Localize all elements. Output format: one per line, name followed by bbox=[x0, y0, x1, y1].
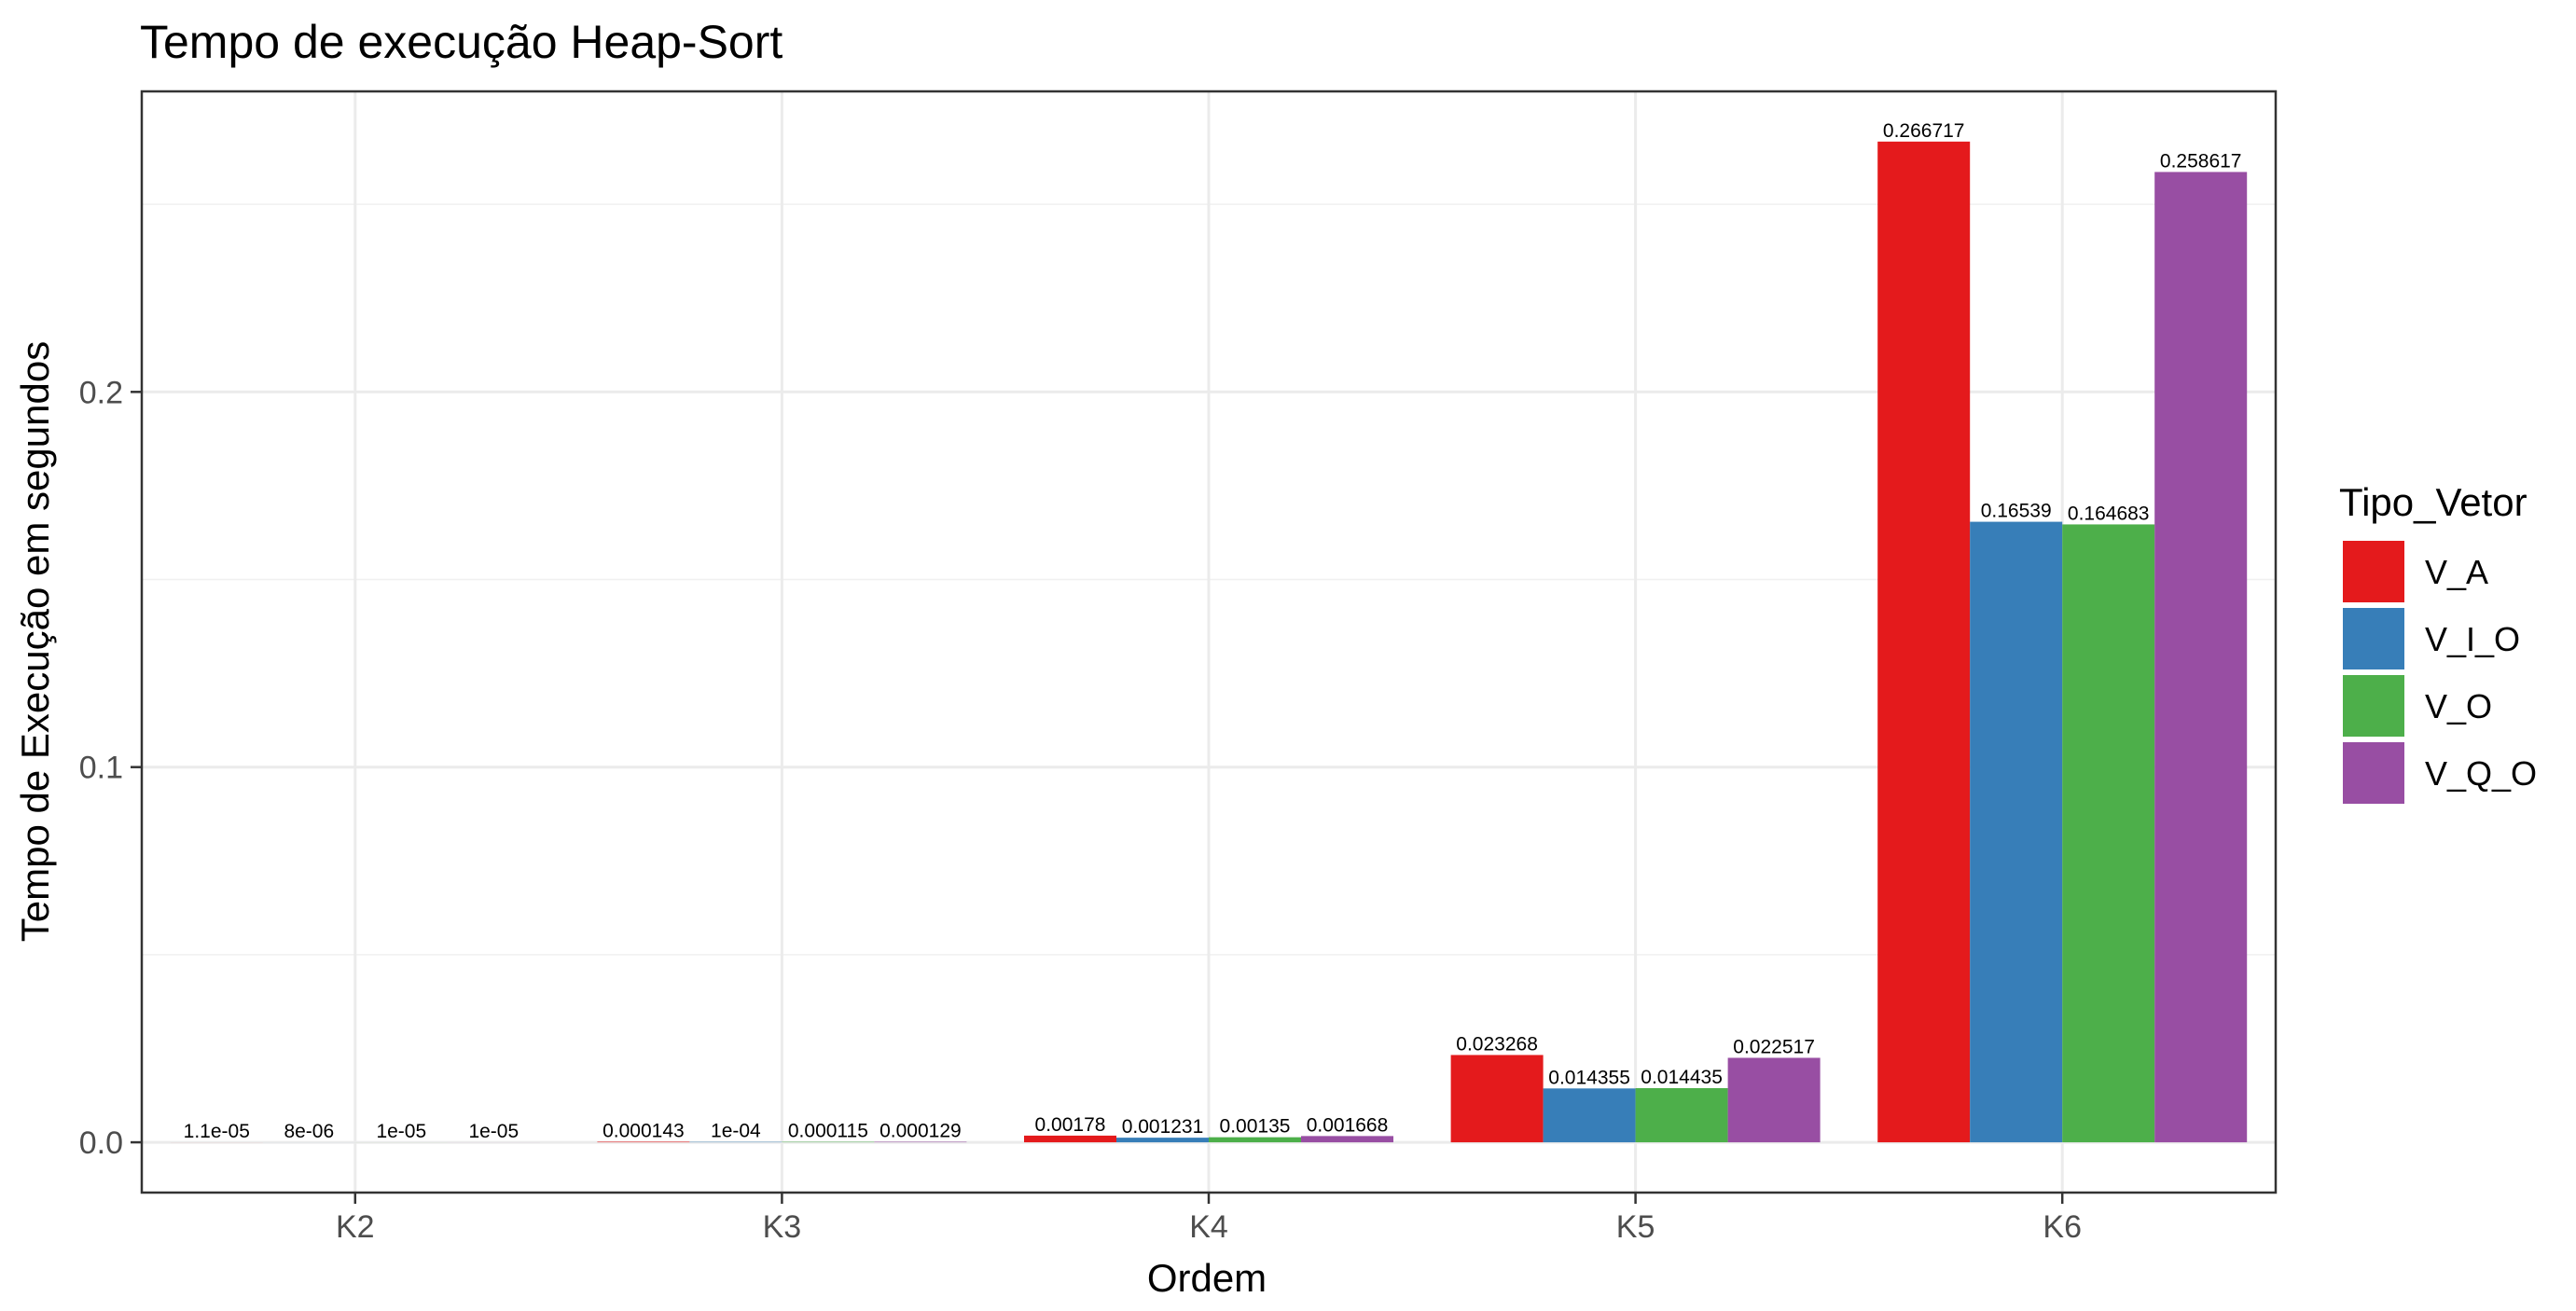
bar-K5-V_Q_O bbox=[1727, 1057, 1821, 1143]
legend-label: V_I_O bbox=[2425, 620, 2520, 658]
x-axis: K2 K3 K4 K5 K6 bbox=[336, 1193, 2082, 1245]
data-label: 0.00135 bbox=[1220, 1116, 1291, 1138]
legend-key-V_Q_O bbox=[2343, 742, 2404, 804]
data-label: 0.023268 bbox=[1456, 1033, 1538, 1055]
bar-K5-V_O bbox=[1635, 1087, 1728, 1143]
data-label: 1e-05 bbox=[376, 1121, 426, 1142]
bar-K4-V_Q_O bbox=[1301, 1136, 1393, 1143]
y-axis-title: Tempo de Execução em segundos bbox=[13, 341, 57, 942]
bar-K4-V_A bbox=[1024, 1135, 1116, 1143]
y-tick-label: 0.0 bbox=[79, 1125, 123, 1161]
data-label: 0.266717 bbox=[1883, 120, 1965, 142]
legend-label: V_Q_O bbox=[2425, 754, 2537, 793]
data-label: 0.164683 bbox=[2068, 503, 2150, 524]
bar-K4-V_I_O bbox=[1116, 1138, 1209, 1143]
x-tick-label: K4 bbox=[1189, 1209, 1228, 1245]
data-label: 1.1e-05 bbox=[184, 1121, 250, 1142]
data-labels: 1.1e-05 8e-06 1e-05 1e-05 0.000143 1e-04 0.000… bbox=[184, 120, 2242, 1142]
bar-K6-V_Q_O bbox=[2154, 172, 2248, 1143]
x-axis-title: Ordem bbox=[1147, 1256, 1267, 1300]
bar-K6-V_O bbox=[2062, 524, 2155, 1143]
legend-label: V_O bbox=[2425, 687, 2492, 725]
bar-K6-V_I_O bbox=[1970, 521, 2063, 1143]
y-axis: 0.0 0.1 0.2 bbox=[79, 375, 142, 1161]
x-tick-label: K5 bbox=[1616, 1209, 1655, 1245]
data-label: 0.000115 bbox=[788, 1121, 868, 1142]
bar-K5-V_A bbox=[1450, 1055, 1544, 1143]
y-tick-label: 0.2 bbox=[79, 375, 123, 410]
legend: Tipo_Vetor V_A V_I_O V_O V_Q_O bbox=[2339, 480, 2537, 804]
legend-label: V_A bbox=[2425, 553, 2488, 591]
legend-key-V_O bbox=[2343, 675, 2404, 737]
bar-K5-V_I_O bbox=[1543, 1088, 1636, 1143]
data-label: 0.16539 bbox=[1981, 501, 2052, 522]
bar-K4-V_O bbox=[1209, 1137, 1301, 1143]
bar-K3-V_A bbox=[597, 1141, 690, 1143]
data-label: 0.000129 bbox=[879, 1121, 962, 1142]
data-label: 0.014435 bbox=[1641, 1067, 1723, 1088]
bar-K6-V_A bbox=[1877, 141, 1971, 1143]
data-label: 0.001668 bbox=[1307, 1114, 1389, 1136]
legend-key-V_I_O bbox=[2343, 608, 2404, 669]
bar-K3-V_Q_O bbox=[874, 1141, 967, 1143]
bars bbox=[170, 141, 2248, 1143]
chart-title: Tempo de execução Heap-Sort bbox=[140, 16, 782, 68]
data-label: 0.00178 bbox=[1035, 1114, 1106, 1136]
x-tick-label: K2 bbox=[336, 1209, 375, 1245]
legend-key-V_A bbox=[2343, 541, 2404, 602]
data-label: 0.001231 bbox=[1122, 1116, 1204, 1138]
x-tick-label: K6 bbox=[2043, 1209, 2082, 1245]
data-label: 0.258617 bbox=[2160, 150, 2242, 172]
data-label: 8e-06 bbox=[284, 1121, 334, 1142]
data-label: 1e-04 bbox=[711, 1121, 761, 1142]
data-label: 0.014355 bbox=[1548, 1067, 1630, 1088]
data-label: 0.022517 bbox=[1733, 1036, 1815, 1057]
y-tick-label: 0.1 bbox=[79, 751, 123, 786]
data-label: 0.000143 bbox=[602, 1121, 685, 1142]
data-label: 1e-05 bbox=[468, 1121, 519, 1142]
legend-title: Tipo_Vetor bbox=[2339, 480, 2528, 524]
x-tick-label: K3 bbox=[763, 1209, 802, 1245]
